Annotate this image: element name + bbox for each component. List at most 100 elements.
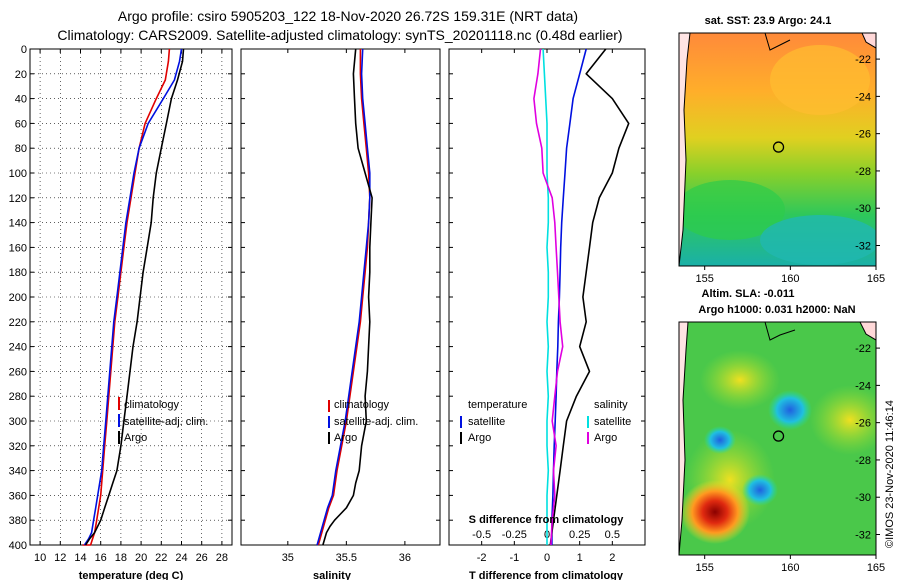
y-tick-label: 320 — [9, 441, 27, 453]
x2-tick-label: 0.5 — [605, 529, 620, 541]
x2-tick-label: -0.25 — [502, 529, 527, 541]
y-tick-label: 0 — [21, 44, 27, 56]
y-tick-label: 60 — [15, 118, 27, 130]
temperature-xlabel: temperature (deg C) — [79, 570, 184, 580]
legend-argo-label: Argo — [334, 432, 357, 444]
x-tick-label: 0 — [544, 552, 550, 564]
legend-temperature-title: temperature — [468, 399, 527, 411]
y-tick-label: 360 — [9, 490, 27, 502]
x-tick-label: 10 — [34, 552, 46, 564]
y-tick-label: 300 — [9, 416, 27, 428]
map-y-tick-label: -22 — [855, 54, 871, 66]
salinity-legend: climatology satellite-adj. clim. Argo — [328, 399, 418, 444]
legend-climatology-label: climatology — [334, 399, 390, 411]
map-y-tick-label: -22 — [855, 343, 871, 355]
map-y-tick-label: -28 — [855, 166, 871, 178]
temperature-legend: climatology satellite-adj. clim. Argo — [118, 397, 208, 444]
x-tick-label: -1 — [509, 552, 519, 564]
sst-map: sat. SST: 23.9 Argo: 24.1 155 160 165 -22 -2… — [678, 15, 885, 285]
salinity-plot: 35 35.5 36 — [241, 48, 440, 564]
y-tick-label: 160 — [9, 242, 27, 254]
salinity-panel-frame — [240, 48, 441, 546]
y-tick-label: 220 — [9, 317, 27, 329]
map-x-tick-label: 160 — [781, 273, 799, 285]
y-tick-label: 100 — [9, 168, 27, 180]
series-line — [84, 48, 185, 546]
x-tick-label: 16 — [95, 552, 107, 564]
series-line — [549, 48, 630, 546]
temperature-plot: 0 20 40 60 80 100 120 140 160 180 200 220 240 260 280 3… — [9, 44, 232, 564]
sst-warm-patch — [770, 45, 870, 115]
sst-green-patch — [679, 180, 785, 240]
salinity-xlabel: salinity — [313, 570, 352, 580]
series-line — [533, 48, 564, 546]
sst-island — [861, 33, 876, 49]
legend-satellite-label: satellite-adj. clim. — [124, 416, 208, 428]
difference-x2label: S difference from climatology — [469, 514, 625, 526]
map-y-tick-label: -32 — [855, 240, 871, 252]
x-tick-label: 14 — [74, 552, 86, 564]
map-y-tick-label: -26 — [855, 418, 871, 430]
sst-argo-marker — [772, 141, 785, 153]
y-tick-label: 200 — [9, 292, 27, 304]
map-x-tick-label: 160 — [781, 562, 799, 574]
x2-tick-label: 0.25 — [569, 529, 590, 541]
x2-tick-label: -0.5 — [472, 529, 491, 541]
x-tick-label: 28 — [216, 552, 228, 564]
map-y-tick-label: -30 — [855, 203, 871, 215]
y-tick-label: 400 — [9, 540, 27, 552]
sla-yellow-patch-1 — [700, 350, 780, 410]
difference-xlabel: T difference from climatology — [469, 570, 624, 580]
sla-reef — [764, 322, 796, 341]
sst-cyan-patch — [760, 215, 876, 265]
map-x-tick-label: 155 — [696, 562, 714, 574]
sla-argo-marker — [772, 430, 785, 442]
x-tick-label: 35.5 — [336, 552, 357, 564]
sla-cold-patch-2 — [768, 390, 812, 430]
x-tick-label: 2 — [609, 552, 615, 564]
x-tick-label: 20 — [135, 552, 147, 564]
series-line — [82, 48, 171, 546]
y-tick-label: 40 — [15, 94, 27, 106]
y-tick-label: 280 — [9, 391, 27, 403]
x-tick-label: 36 — [399, 552, 411, 564]
map-x-tick-label: 165 — [867, 273, 885, 285]
map-y-tick-label: -24 — [855, 380, 871, 392]
x-tick-label: 22 — [155, 552, 167, 564]
sst-coastline — [679, 33, 691, 266]
y-tick-label: 120 — [9, 193, 27, 205]
map-y-tick-label: -28 — [855, 455, 871, 467]
sla-cold-patch-1 — [742, 474, 778, 506]
difference-legend: temperature satellite Argo salinity sate… — [460, 399, 631, 444]
sla-map-ticks: 155 160 165 -22 -24 -26 -28 -30 -32 — [696, 343, 886, 574]
sst-map-frame — [678, 32, 877, 267]
sst-reef — [764, 33, 791, 51]
x-tick-label: 12 — [54, 552, 66, 564]
series-line — [317, 49, 371, 546]
sla-map-frame — [678, 321, 877, 556]
sst-map-title: sat. SST: 23.9 Argo: 24.1 — [705, 15, 832, 27]
map-y-tick-label: -26 — [855, 129, 871, 141]
legend-argo-label: Argo — [124, 432, 147, 444]
sla-hot-eddy — [680, 480, 750, 544]
x-tick-label: 18 — [115, 552, 127, 564]
legend-salinity-title: salinity — [594, 399, 628, 411]
difference-plot: -2 -1 0 1 2-0.5 -0.25 0 0.25 0.5 — [449, 48, 645, 564]
title-line-2: Climatology: CARS2009. Satellite-adjuste… — [57, 27, 622, 43]
y-tick-label: 180 — [9, 267, 27, 279]
x-tick-label: 1 — [577, 552, 583, 564]
map-y-tick-label: -24 — [855, 91, 871, 103]
title-line-1: Argo profile: csiro 5905203_122 18-Nov-2… — [118, 8, 578, 24]
y-tick-label: 20 — [15, 69, 27, 81]
series-line — [316, 48, 371, 546]
map-y-tick-label: -30 — [855, 492, 871, 504]
legend-s-satellite-label: satellite — [594, 416, 631, 428]
series-line — [551, 48, 587, 545]
y-tick-label: 80 — [15, 143, 27, 155]
series-line — [83, 48, 183, 546]
x-tick-label: 24 — [175, 552, 187, 564]
map-x-tick-label: 155 — [696, 273, 714, 285]
legend-t-satellite-label: satellite — [468, 416, 505, 428]
